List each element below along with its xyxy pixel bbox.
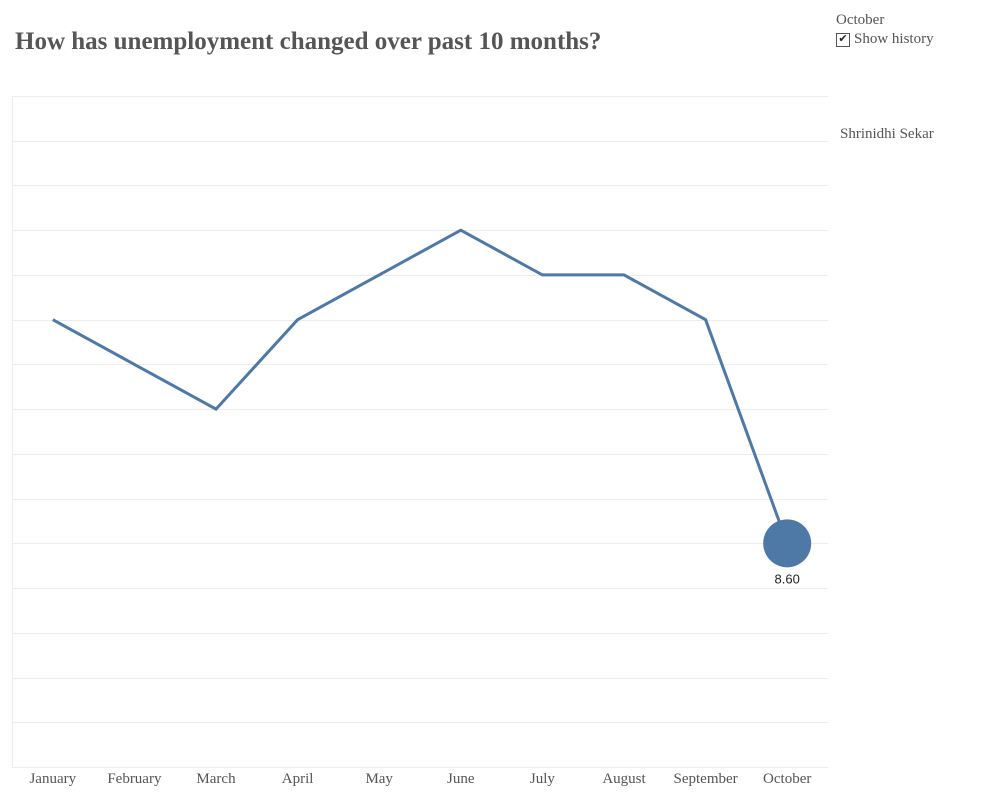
- checkmark-icon: ✔: [838, 33, 848, 45]
- x-tick-label: June: [447, 771, 475, 787]
- month-filter-value[interactable]: October: [836, 12, 885, 28]
- x-tick-label: September: [674, 771, 738, 787]
- x-tick-label: July: [530, 771, 556, 787]
- x-tick-label: May: [365, 771, 393, 787]
- page-title: How has unemployment changed over past 1…: [15, 28, 602, 55]
- x-tick-label: February: [107, 771, 162, 787]
- x-tick-label: April: [282, 771, 314, 787]
- chart-marks: 8.60: [763, 519, 812, 586]
- highlight-data-label: 8.60: [775, 571, 800, 586]
- author-name: Shrinidhi Sekar: [840, 126, 934, 142]
- chart-series: [52, 228, 789, 544]
- x-tick-label: March: [196, 771, 236, 787]
- x-tick-label: January: [29, 771, 76, 787]
- x-tick-label: August: [602, 771, 646, 787]
- history-controls: October ✔ Show history: [836, 11, 934, 48]
- x-tick-label: October: [763, 771, 811, 787]
- highlight-point[interactable]: [763, 519, 812, 568]
- show-history-label: Show history: [854, 31, 934, 47]
- show-history-toggle[interactable]: ✔ Show history: [836, 31, 934, 48]
- series-line-unemployment: [52, 228, 789, 544]
- x-axis: January February March April May June July Augu…: [29, 771, 811, 787]
- show-history-checkbox[interactable]: ✔: [836, 32, 850, 47]
- chart-gridlines: [12, 96, 828, 768]
